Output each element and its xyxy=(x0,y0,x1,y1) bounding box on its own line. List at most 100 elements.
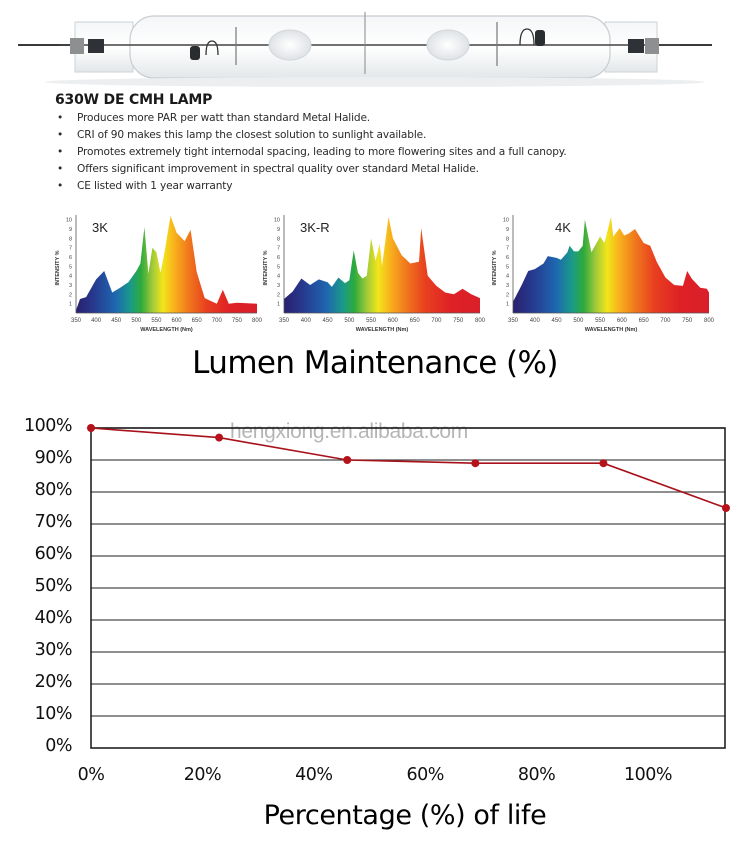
svg-text:10: 10 xyxy=(274,218,280,224)
svg-text:INTENSITY %: INTENSITY % xyxy=(55,250,61,285)
data-point xyxy=(721,504,730,512)
svg-text:400: 400 xyxy=(91,318,102,324)
svg-text:600: 600 xyxy=(388,318,399,324)
svg-text:9: 9 xyxy=(506,227,509,233)
svg-text:700: 700 xyxy=(660,318,671,324)
svg-text:1: 1 xyxy=(69,302,72,308)
svg-text:800: 800 xyxy=(704,318,715,324)
product-title: 630W DE CMH LAMP xyxy=(55,92,213,108)
svg-text:350: 350 xyxy=(279,318,290,324)
data-point xyxy=(215,433,224,442)
feature-item: CE listed with 1 year warranty xyxy=(55,178,695,195)
svg-text:500: 500 xyxy=(573,318,584,324)
svg-text:6: 6 xyxy=(277,255,280,261)
svg-text:700: 700 xyxy=(431,318,442,324)
lamp-photo xyxy=(0,0,750,90)
y-tick-label: 0% xyxy=(45,736,72,756)
x-tick-label: 80% xyxy=(517,765,556,785)
watermark: hengxiong.en.alibaba.com xyxy=(230,420,468,443)
svg-text:3K-R: 3K-R xyxy=(300,220,330,235)
svg-text:WAVELENGTH (Nm): WAVELENGTH (Nm) xyxy=(356,327,409,333)
data-point xyxy=(471,459,480,468)
svg-text:750: 750 xyxy=(682,318,693,324)
spectrum-chart-3k: 10 9 8 7 6 5 4 3 2 1 350 400 450 500 550 600 650 700 750 80… xyxy=(50,205,265,335)
spectrum-chart-3k-r: 10 9 8 7 6 5 4 3 2 1 350 400 450 500 550 600 650 700 750 80… xyxy=(258,205,488,335)
svg-text:WAVELENGTH (Nm): WAVELENGTH (Nm) xyxy=(140,327,193,333)
svg-text:450: 450 xyxy=(552,318,563,324)
svg-text:3K: 3K xyxy=(92,220,108,235)
svg-text:8: 8 xyxy=(69,236,72,242)
x-tick-label: 40% xyxy=(295,765,333,785)
svg-text:6: 6 xyxy=(506,255,509,261)
svg-text:INTENSITY %: INTENSITY % xyxy=(492,250,498,285)
svg-text:5: 5 xyxy=(506,264,509,270)
svg-text:5: 5 xyxy=(277,264,280,270)
svg-text:3: 3 xyxy=(506,283,509,289)
svg-text:6: 6 xyxy=(69,255,72,261)
svg-text:10: 10 xyxy=(503,218,509,224)
svg-text:450: 450 xyxy=(111,318,122,324)
data-point xyxy=(599,459,608,468)
svg-text:650: 650 xyxy=(410,318,421,324)
feature-item: CRI of 90 makes this lamp the closest so… xyxy=(55,127,695,144)
y-tick-label: 20% xyxy=(34,672,73,692)
svg-text:800: 800 xyxy=(475,318,486,324)
y-tick-label: 40% xyxy=(34,608,73,628)
svg-text:600: 600 xyxy=(172,318,183,324)
svg-text:4: 4 xyxy=(69,274,72,280)
svg-text:450: 450 xyxy=(323,318,334,324)
svg-text:700: 700 xyxy=(212,318,223,324)
x-tick-label: 0% xyxy=(77,765,105,785)
x-tick-label: 100% xyxy=(623,765,673,785)
svg-text:500: 500 xyxy=(344,318,355,324)
feature-item: Offers significant improvement in spectr… xyxy=(55,161,695,178)
svg-text:1: 1 xyxy=(506,302,509,308)
svg-text:7: 7 xyxy=(69,246,72,252)
svg-text:350: 350 xyxy=(508,318,519,324)
svg-text:5: 5 xyxy=(69,264,72,270)
svg-text:10: 10 xyxy=(66,218,72,224)
data-point xyxy=(343,456,352,464)
svg-text:500: 500 xyxy=(131,318,142,324)
svg-text:7: 7 xyxy=(506,246,509,252)
y-tick-label: 90% xyxy=(34,448,73,468)
y-tick-label: 80% xyxy=(34,480,73,500)
svg-text:2: 2 xyxy=(69,292,72,298)
spectrum-charts: 10 9 8 7 6 5 4 3 2 1 350 400 450 500 550 600 650 700 750 80… xyxy=(0,205,750,340)
svg-text:750: 750 xyxy=(453,318,464,324)
svg-text:9: 9 xyxy=(69,227,72,233)
spectrum-chart-4k: 10 9 8 7 6 5 4 3 2 1 350 400 450 500 550 600 650 700 750 80… xyxy=(487,205,717,340)
svg-text:750: 750 xyxy=(232,318,243,324)
product-description: 630W DE CMH LAMP Produces more PAR per w… xyxy=(55,92,695,195)
data-point xyxy=(87,424,95,432)
y-tick-label: 10% xyxy=(34,704,73,724)
svg-text:INTENSITY %: INTENSITY % xyxy=(263,250,269,285)
svg-text:7: 7 xyxy=(277,246,280,252)
y-tick-label: 100% xyxy=(23,416,73,436)
svg-text:1: 1 xyxy=(277,302,280,308)
x-tick-label: 60% xyxy=(406,765,444,785)
svg-text:600: 600 xyxy=(617,318,628,324)
svg-text:800: 800 xyxy=(252,318,263,324)
svg-text:4: 4 xyxy=(277,274,280,280)
svg-text:8: 8 xyxy=(277,236,280,242)
x-axis-label: Percentage (%) of life xyxy=(263,800,547,831)
svg-text:3: 3 xyxy=(69,283,72,289)
svg-text:400: 400 xyxy=(301,318,312,324)
svg-text:550: 550 xyxy=(595,318,606,324)
feature-item: Promotes extremely tight internodal spac… xyxy=(55,144,695,161)
svg-text:8: 8 xyxy=(506,236,509,242)
chart-title: Lumen Maintenance (%) xyxy=(192,345,558,381)
svg-text:4K: 4K xyxy=(555,220,571,235)
svg-text:650: 650 xyxy=(192,318,203,324)
svg-text:WAVELENGTH (Nm): WAVELENGTH (Nm) xyxy=(585,327,638,333)
svg-text:650: 650 xyxy=(639,318,650,324)
x-tick-label: 20% xyxy=(183,765,222,785)
feature-list: Produces more PAR per watt than standard… xyxy=(55,110,695,195)
svg-text:3: 3 xyxy=(277,283,280,289)
svg-text:2: 2 xyxy=(506,292,509,298)
svg-text:2: 2 xyxy=(277,292,280,298)
svg-text:350: 350 xyxy=(71,318,82,324)
svg-text:9: 9 xyxy=(277,227,280,233)
svg-text:550: 550 xyxy=(151,318,162,324)
